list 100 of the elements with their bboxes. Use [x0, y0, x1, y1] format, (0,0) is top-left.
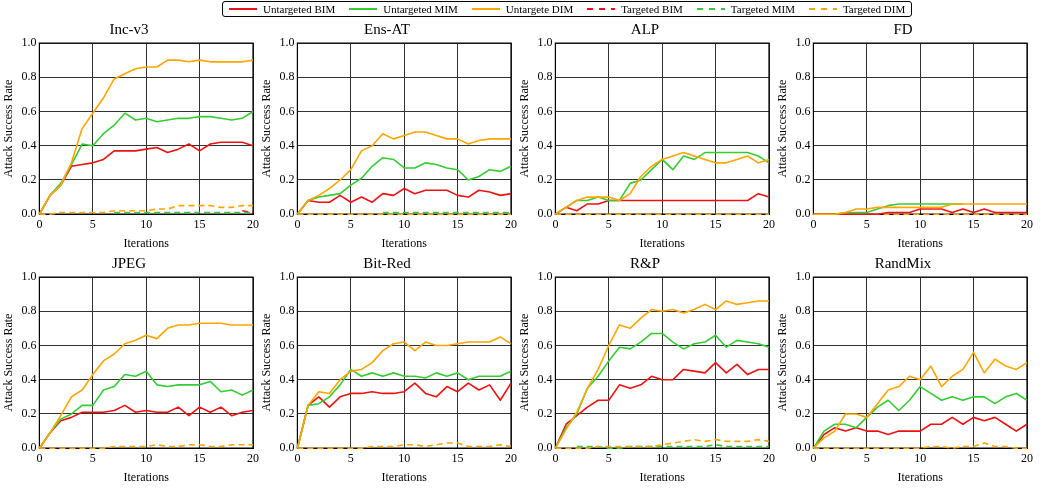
- x-tick-label: 0: [36, 450, 43, 465]
- x-tick-label: 20: [505, 216, 517, 231]
- chart-title: R&P: [629, 254, 661, 271]
- x-axis-title: Iterations: [639, 235, 686, 250]
- y-tick-label: 0.4: [279, 371, 295, 386]
- x-axis-title: Iterations: [123, 469, 170, 484]
- y-tick-label: 0.8: [537, 303, 553, 318]
- chart-title: Bit-Red: [363, 254, 412, 271]
- y-tick-label: 0.0: [537, 440, 553, 455]
- y-tick-label: 0.6: [537, 337, 553, 352]
- chart-title: ALP: [630, 20, 660, 37]
- x-axis-title: Iterations: [123, 235, 170, 250]
- x-axis-title: Iterations: [381, 469, 428, 484]
- x-tick-label: 0: [810, 216, 817, 231]
- chart-title: Ens-AT: [364, 20, 410, 37]
- y-tick-label: 1.0: [795, 35, 811, 50]
- y-tick-label: 0.4: [795, 371, 811, 386]
- x-tick-label: 15: [193, 450, 206, 465]
- x-tick-label: 5: [605, 450, 612, 465]
- y-axis-title: Attack Success Rate: [1, 313, 16, 412]
- y-tick-label: 0.0: [795, 206, 811, 221]
- x-tick-label: 0: [36, 216, 43, 231]
- x-tick-label: 10: [140, 450, 153, 465]
- legend-label: Targeted DIM: [842, 3, 906, 15]
- y-tick-label: 0.4: [537, 371, 553, 386]
- y-tick-label: 0.6: [795, 103, 811, 118]
- x-tick-label: 10: [140, 216, 153, 231]
- y-tick-label: 0.8: [795, 69, 811, 84]
- x-tick-label: 5: [347, 216, 354, 231]
- y-tick-label: 0.4: [21, 137, 37, 152]
- legend-label: Untargeted MIM: [383, 3, 458, 15]
- x-axis-title: Iterations: [897, 469, 944, 484]
- x-tick-label: 5: [863, 216, 870, 231]
- x-tick-label: 10: [656, 450, 669, 465]
- x-tick-label: 10: [398, 216, 411, 231]
- x-tick-label: 5: [347, 450, 354, 465]
- x-tick-label: 15: [451, 450, 464, 465]
- y-tick-label: 0.2: [537, 172, 553, 187]
- y-tick-label: 0.0: [279, 206, 295, 221]
- y-tick-label: 1.0: [21, 35, 37, 50]
- y-tick-label: 0.4: [537, 137, 553, 152]
- y-tick-label: 0.8: [795, 303, 811, 318]
- chart-title: RandMix: [874, 254, 932, 271]
- legend-label: Targeted BIM: [621, 3, 683, 15]
- y-tick-label: 0.2: [21, 406, 37, 421]
- x-tick-label: 0: [810, 450, 817, 465]
- y-tick-label: 0.4: [795, 137, 811, 152]
- x-tick-label: 5: [863, 450, 870, 465]
- x-tick-label: 0: [294, 216, 301, 231]
- y-tick-label: 0.2: [795, 172, 811, 187]
- x-tick-label: 10: [914, 450, 927, 465]
- x-tick-label: 20: [505, 450, 517, 465]
- x-axis-title: Iterations: [381, 235, 428, 250]
- y-tick-label: 0.8: [21, 69, 37, 84]
- x-tick-label: 0: [294, 450, 301, 465]
- x-tick-label: 15: [967, 216, 980, 231]
- x-tick-label: 15: [967, 450, 980, 465]
- y-tick-label: 0.2: [537, 406, 553, 421]
- y-tick-label: 0.8: [279, 69, 295, 84]
- y-axis-title: Attack Success Rate: [517, 79, 532, 178]
- y-tick-label: 0.6: [21, 337, 37, 352]
- y-axis-title: Attack Success Rate: [259, 79, 274, 178]
- y-tick-label: 1.0: [795, 269, 811, 284]
- y-tick-label: 0.0: [21, 206, 37, 221]
- x-tick-label: 5: [605, 216, 612, 231]
- y-tick-label: 0.6: [21, 103, 37, 118]
- y-tick-label: 0.0: [279, 440, 295, 455]
- y-tick-label: 0.4: [279, 137, 295, 152]
- y-tick-label: 1.0: [279, 35, 295, 50]
- legend-label: Untargeted BIM: [263, 3, 336, 15]
- y-tick-label: 0.2: [279, 172, 295, 187]
- chart-title: Inc-v3: [109, 20, 149, 37]
- x-tick-label: 15: [709, 216, 722, 231]
- y-tick-label: 0.6: [279, 337, 295, 352]
- y-tick-label: 1.0: [279, 269, 295, 284]
- x-tick-label: 0: [552, 450, 559, 465]
- chart-title: JPEG: [111, 254, 147, 271]
- y-tick-label: 0.0: [537, 206, 553, 221]
- x-tick-label: 10: [914, 216, 927, 231]
- y-axis-title: Attack Success Rate: [259, 313, 274, 412]
- y-tick-label: 0.8: [537, 69, 553, 84]
- y-axis-title: Attack Success Rate: [517, 313, 532, 412]
- y-tick-label: 0.2: [795, 406, 811, 421]
- y-axis-title: Attack Success Rate: [775, 313, 790, 412]
- y-tick-label: 0.8: [21, 303, 37, 318]
- y-tick-label: 0.2: [279, 406, 295, 421]
- x-tick-label: 20: [247, 216, 259, 231]
- y-tick-label: 0.0: [795, 440, 811, 455]
- x-tick-label: 15: [451, 216, 464, 231]
- x-tick-label: 10: [398, 450, 411, 465]
- x-tick-label: 20: [1021, 450, 1033, 465]
- x-tick-label: 20: [1021, 216, 1033, 231]
- y-tick-label: 0.4: [21, 371, 37, 386]
- chart-title: FD: [893, 20, 913, 37]
- y-tick-label: 0.6: [795, 337, 811, 352]
- y-axis-title: Attack Success Rate: [775, 79, 790, 178]
- x-axis-title: Iterations: [639, 469, 686, 484]
- y-tick-label: 1.0: [537, 269, 553, 284]
- x-tick-label: 15: [193, 216, 206, 231]
- y-tick-label: 0.8: [279, 303, 295, 318]
